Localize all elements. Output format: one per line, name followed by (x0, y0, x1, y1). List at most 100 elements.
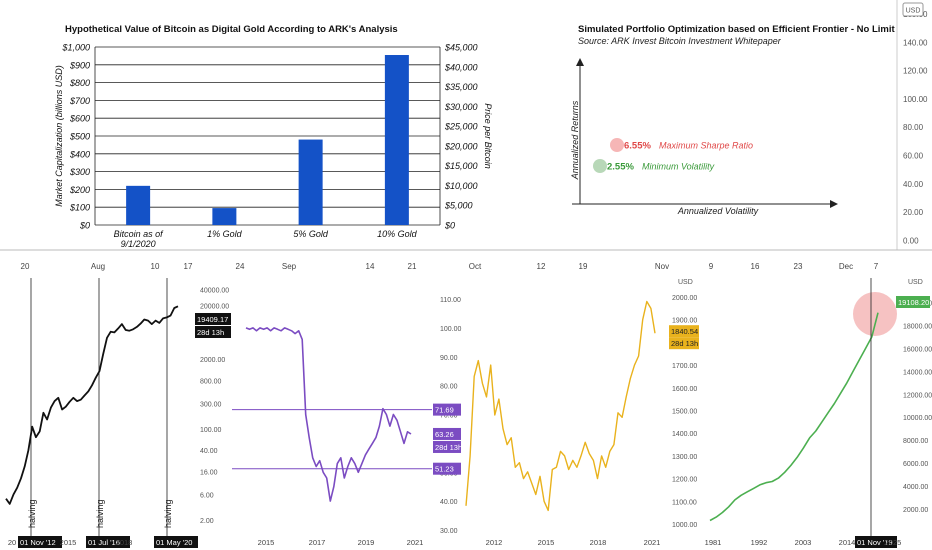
purple-hline-value: 71.69 (435, 406, 454, 415)
halving-date-box (154, 536, 198, 548)
bar-category-line: 9/1/2020 (121, 239, 156, 249)
purple-x-tick: 2021 (407, 538, 424, 547)
btc-line (5, 305, 179, 505)
sp-marker-date: 01 Nov '19 (857, 538, 893, 547)
date-axis-label: Oct (469, 262, 482, 271)
sp-y-tick: 12000.00 (903, 392, 932, 399)
sp-y-tick: 14000.00 (903, 369, 932, 376)
halving-date-box (18, 536, 62, 548)
purple-x-tick: 2015 (258, 538, 275, 547)
bar-y2-tick: $30,000 (444, 102, 478, 112)
top-right-price-axis: 160.00140.00120.00100.0080.0060.0040.002… (896, 0, 928, 250)
date-axis-label: 10 (151, 262, 160, 271)
gold-last-value-box (669, 325, 699, 338)
sp-usd: USD (908, 279, 923, 286)
btc-y-tick: 20000.00 (200, 304, 229, 311)
bar-y2-tick: $25,000 (444, 122, 478, 132)
btc-x-tick: 2015 (60, 538, 77, 547)
bar-chart-title: Hypothetical Value of Bitcoin as Digital… (65, 24, 398, 35)
scatter-x-label: Annualized Volatility (677, 206, 759, 216)
purple-hline-value: 51.23 (435, 465, 454, 474)
scatter-point-label: Maximum Sharpe Ratio (659, 141, 753, 151)
bar-y2-tick: $40,000 (444, 62, 478, 72)
sp-line (709, 312, 879, 522)
gold-y-tick: 2000.00 (672, 295, 697, 302)
purple-last-value: 63.26 (435, 430, 454, 439)
gold-y-tick: 1700.00 (672, 363, 697, 370)
gold-countdown: 28d 13h (671, 339, 698, 348)
scatter-point-label: Minimum Volatility (642, 162, 715, 172)
sp500-panel: USD20000.0018000.0016000.0014000.0012000… (705, 278, 932, 548)
sp-y-tick: 4000.00 (903, 484, 928, 491)
btc-y-tick: 300.00 (200, 401, 222, 408)
scatter-point (593, 159, 607, 173)
top-axis-tick: 120.00 (903, 67, 928, 76)
bar (298, 139, 323, 225)
purple-x-tick: 2019 (358, 538, 375, 547)
gold-y-tick: 1000.00 (672, 522, 697, 529)
gold-price-panel: USD2000.001900.001800.001700.001600.0015… (465, 279, 699, 547)
purple-last-value-box (433, 427, 461, 440)
bar-category-line: Bitcoin as of (114, 229, 165, 239)
gold-y-tick: 1600.00 (672, 386, 697, 393)
bar (212, 208, 237, 225)
bar-y-tick: $1,000 (61, 43, 90, 53)
purple-line (245, 327, 412, 502)
date-axis-label: 17 (184, 262, 193, 271)
bar-y-tick: $900 (69, 60, 90, 70)
portfolio-scatter-chart: Simulated Portfolio Optimization based o… (570, 24, 896, 216)
bar-y2-tick: $35,000 (444, 82, 478, 92)
bar-y-tick: $300 (69, 167, 90, 177)
btc-y-tick: 800.00 (200, 378, 222, 385)
sp-last-value-box (896, 296, 930, 308)
sp-x-tick: 1992 (751, 538, 768, 547)
bar-y-tick: $500 (69, 132, 90, 142)
gold-usd: USD (678, 279, 693, 286)
gold-y-tick: 1500.00 (672, 409, 697, 416)
gold-line (465, 300, 656, 512)
date-axis-label: Dec (839, 262, 853, 271)
bitcoin-log-panel: 40000.0020000.006000.002000.00800.00300.… (5, 278, 231, 548)
bitcoin-gold-bar-chart: Hypothetical Value of Bitcoin as Digital… (54, 24, 493, 249)
gold-y-tick: 1100.00 (672, 499, 697, 506)
btc-countdown: 28d 13h (197, 328, 224, 337)
bar-y2-tick: $20,000 (444, 141, 478, 151)
sp-marker-date-box (855, 536, 897, 548)
sp-y-tick: 18000.00 (903, 323, 932, 330)
bar-y-label: Market Capitalization (billions USD) (54, 65, 64, 207)
btc-y-tick: 40.00 (200, 448, 218, 455)
date-axis-label: 12 (537, 262, 546, 271)
sp-y-tick: 6000.00 (903, 461, 928, 468)
halving-label: halving (163, 499, 173, 528)
date-axis-label: Aug (91, 262, 105, 271)
scatter-value: 2.55% (607, 162, 634, 173)
purple-y-tick: 70.00 (440, 413, 458, 420)
bar-y2-tick: $15,000 (444, 161, 478, 171)
gold-last-value: 1840.54 (671, 327, 698, 336)
bar-category-label: 5% Gold (293, 229, 329, 239)
purple-countdown-box (433, 440, 461, 453)
purple-ratio-panel: 110.00100.0090.0080.0070.0060.0050.0040.… (232, 297, 462, 547)
bar-y2-label: Price per Bitcoin (483, 103, 493, 169)
sp-x-tick: 2003 (795, 538, 812, 547)
date-axis-label: Nov (655, 262, 669, 271)
scatter-title: Simulated Portfolio Optimization based o… (578, 24, 896, 35)
btc-y-tick: 16.00 (200, 470, 218, 477)
date-axis-label: 14 (366, 262, 375, 271)
btc-y-tick: 100.00 (200, 427, 222, 434)
top-axis-tick: 0.00 (903, 236, 919, 245)
gold-y-tick: 1200.00 (672, 477, 697, 484)
sp-y-tick: 8000.00 (903, 438, 928, 445)
purple-y-tick: 80.00 (440, 384, 458, 391)
gold-x-tick: 2012 (486, 538, 503, 547)
gold-y-tick: 1400.00 (672, 431, 697, 438)
gold-x-tick: 2021 (644, 538, 661, 547)
purple-y-tick: 90.00 (440, 355, 458, 362)
purple-y-tick: 100.00 (440, 326, 462, 333)
usd-badge: USD (906, 8, 921, 15)
btc-y-tick: 2.00 (200, 518, 214, 525)
sp-x-tick: 2014 (839, 538, 856, 547)
top-axis-tick: 100.00 (903, 95, 928, 104)
gold-countdown-box (669, 337, 699, 350)
